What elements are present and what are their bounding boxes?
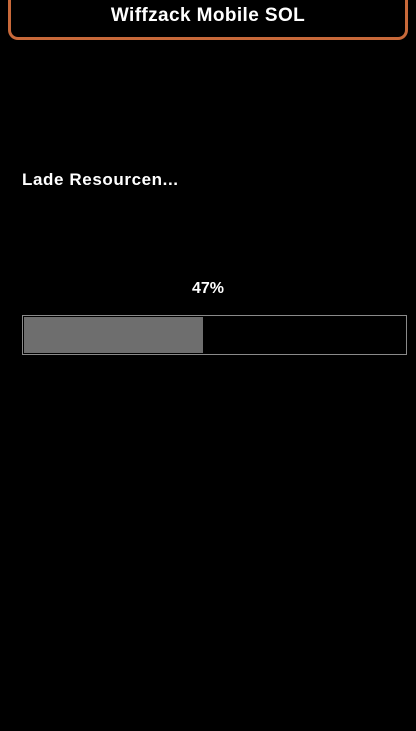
progress-bar: [22, 315, 407, 355]
loading-message: Lade Resourcen...: [22, 170, 179, 189]
app-title: Wiffzack Mobile SOL: [110, 4, 306, 26]
title-bar: Wiffzack Mobile SOL: [8, 0, 408, 40]
progress-bar-fill: [24, 317, 203, 353]
progress-percent: 47%: [191, 280, 225, 297]
